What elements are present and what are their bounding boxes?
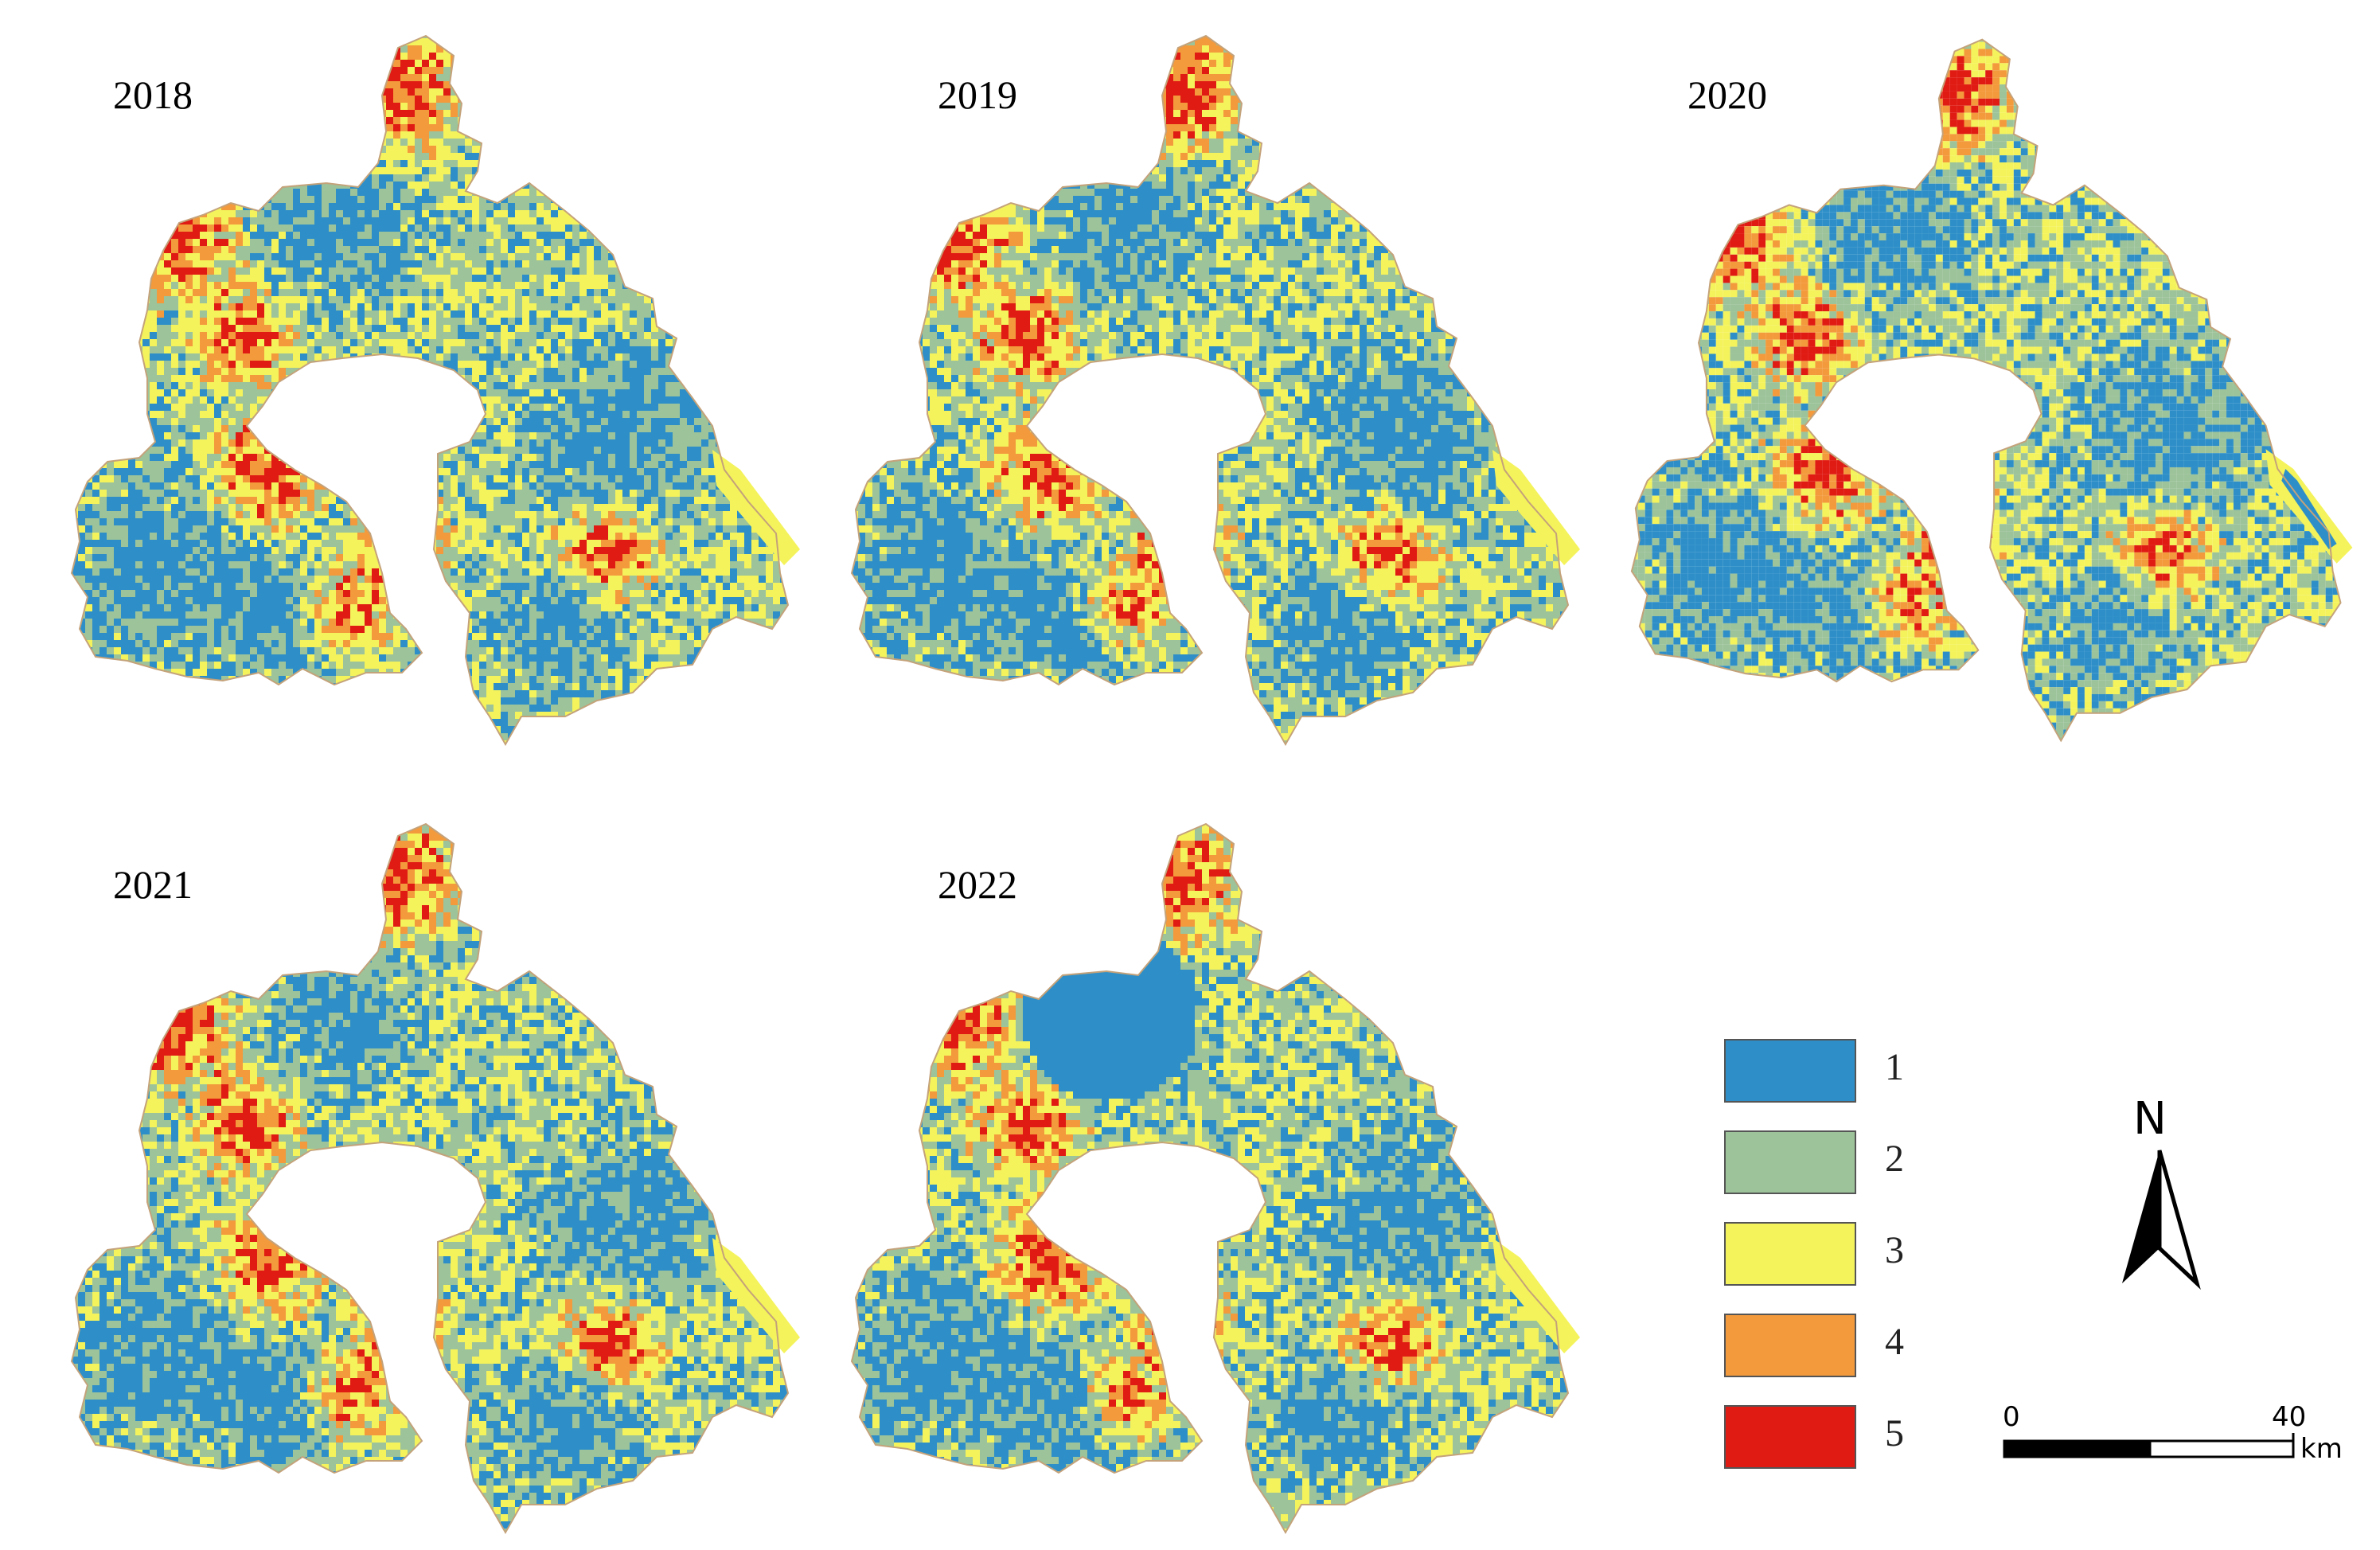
map-cells	[72, 36, 788, 744]
region-boundary	[850, 34, 1570, 747]
map-cells	[852, 36, 1568, 744]
north-arrow-icon	[2122, 1150, 2201, 1290]
legend-label: 4	[1885, 1320, 1904, 1364]
region-boundary	[850, 822, 1570, 1535]
north-arrow-label: N	[2133, 1093, 2167, 1145]
legend-swatch	[1724, 1130, 1856, 1194]
legend-label: 2	[1885, 1137, 1904, 1181]
panel-year-label: 2022	[938, 861, 1017, 908]
map-panel-2021: 2021	[64, 812, 828, 1544]
panel-year-label: 2020	[1687, 72, 1767, 118]
scale-end-label: 40	[2272, 1401, 2306, 1433]
panel-year-label: 2019	[938, 72, 1017, 118]
legend-swatch	[1724, 1222, 1856, 1286]
legend-swatch	[1724, 1405, 1856, 1469]
legend-label: 3	[1885, 1228, 1904, 1272]
scale-start-label: 0	[2003, 1401, 2020, 1433]
choropleth-map	[850, 822, 1580, 1535]
region-boundary	[70, 822, 790, 1535]
panel-year-label: 2018	[113, 72, 193, 118]
map-panel-2018: 2018	[64, 24, 828, 756]
region-boundary	[70, 34, 790, 747]
map-panel-2022: 2022	[844, 812, 1608, 1544]
scale-unit-label: km	[2300, 1433, 2343, 1465]
choropleth-map	[850, 34, 1580, 747]
legend-swatch	[1724, 1039, 1856, 1103]
region-boundary	[1630, 38, 2342, 743]
map-cells	[72, 824, 788, 1532]
map-panel-2019: 2019	[844, 24, 1608, 756]
choropleth-map	[70, 822, 800, 1535]
choropleth-map	[70, 34, 800, 747]
panel-year-label: 2021	[113, 861, 193, 908]
choropleth-map	[1630, 38, 2353, 743]
legend-label: 1	[1885, 1045, 1904, 1089]
scale-bar	[2003, 1433, 2295, 1458]
legend-swatch	[1724, 1314, 1856, 1377]
map-cells	[852, 824, 1568, 1532]
map-cells	[1631, 39, 2341, 741]
map-panel-2020: 2020	[1624, 24, 2380, 756]
legend-label: 5	[1885, 1411, 1904, 1455]
